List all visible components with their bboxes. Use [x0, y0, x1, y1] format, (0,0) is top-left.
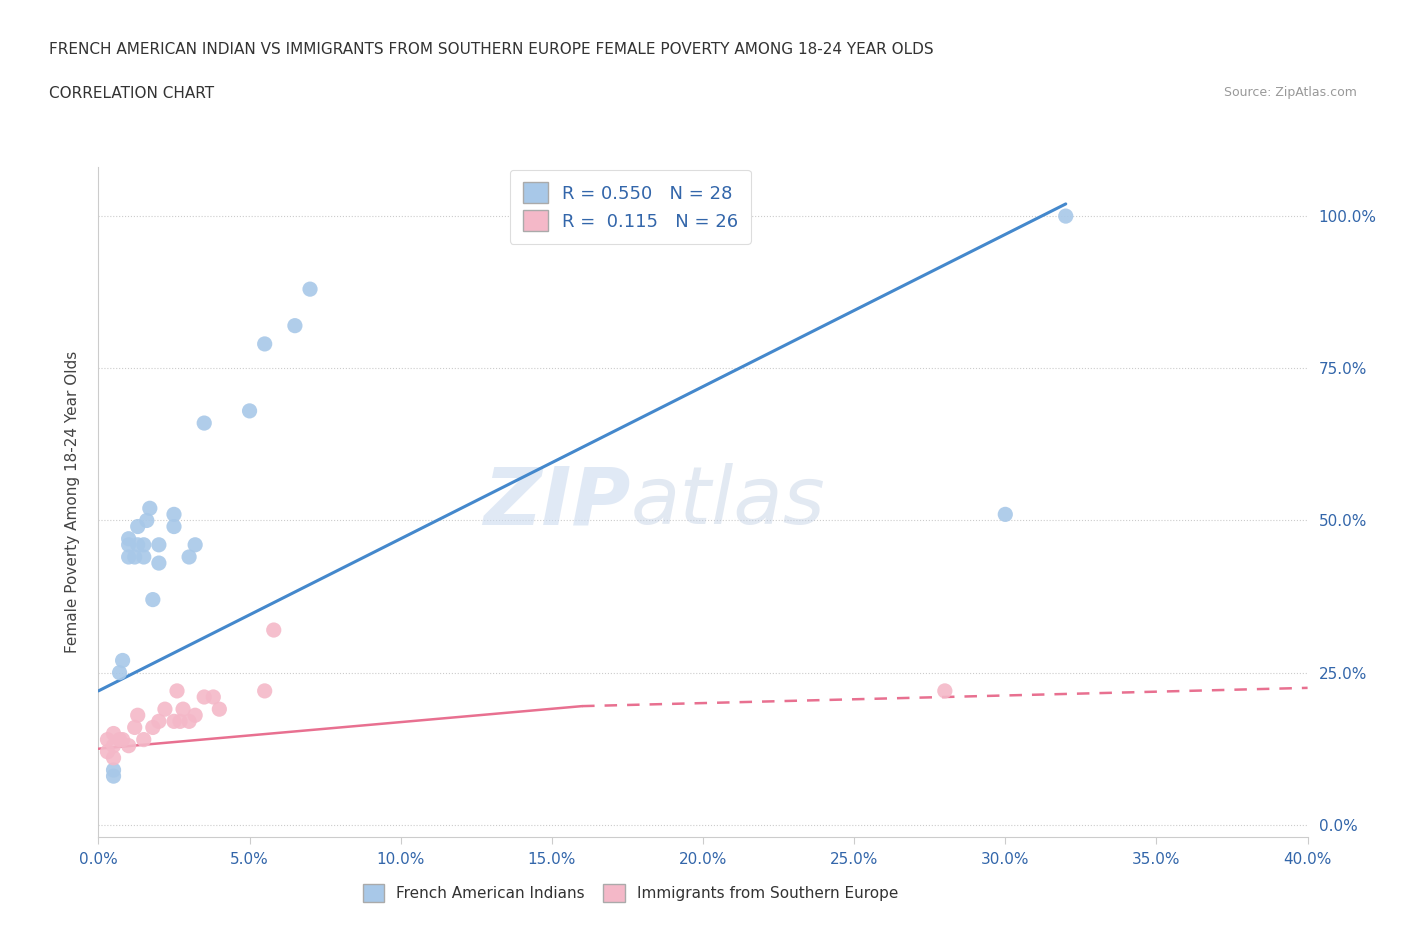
Point [169, 714, 191, 729]
Point [124, 550, 146, 565]
Point [253, 337, 276, 352]
Point [118, 738, 141, 753]
Point [111, 653, 134, 668]
Point [202, 689, 225, 704]
Point [153, 702, 176, 717]
Point [96, 732, 118, 747]
Point [208, 702, 231, 717]
Text: ZIP: ZIP [484, 463, 630, 541]
Point [132, 732, 155, 747]
Point [179, 550, 201, 565]
Point [239, 404, 262, 418]
Point [284, 318, 307, 333]
Point [118, 550, 141, 565]
Point [118, 538, 141, 552]
Point [103, 769, 125, 784]
Point [132, 538, 155, 552]
Point [111, 732, 134, 747]
Point [124, 720, 146, 735]
Point [253, 684, 276, 698]
Point [148, 714, 170, 729]
Text: atlas: atlas [630, 463, 825, 541]
Point [172, 702, 194, 717]
Legend: French American Indians, Immigrants from Southern Europe: French American Indians, Immigrants from… [356, 877, 905, 910]
Point [148, 538, 170, 552]
Point [103, 726, 125, 741]
Point [142, 592, 165, 607]
Point [163, 507, 186, 522]
Text: FRENCH AMERICAN INDIAN VS IMMIGRANTS FROM SOUTHERN EUROPE FEMALE POVERTY AMONG 1: FRENCH AMERICAN INDIAN VS IMMIGRANTS FRO… [49, 42, 934, 57]
Point [108, 732, 131, 747]
Point [103, 738, 125, 753]
Text: Source: ZipAtlas.com: Source: ZipAtlas.com [1223, 86, 1357, 99]
Point [166, 684, 188, 698]
Point [127, 519, 149, 534]
Point [163, 714, 186, 729]
Point [132, 550, 155, 565]
Point [193, 689, 215, 704]
Point [934, 684, 956, 698]
Point [103, 763, 125, 777]
Point [184, 538, 207, 552]
Text: CORRELATION CHART: CORRELATION CHART [49, 86, 214, 100]
Point [184, 708, 207, 723]
Point [139, 501, 162, 516]
Point [135, 513, 157, 528]
Point [118, 531, 141, 546]
Point [108, 665, 131, 680]
Point [142, 720, 165, 735]
Point [127, 538, 149, 552]
Point [994, 507, 1017, 522]
Point [96, 744, 118, 759]
Point [263, 622, 285, 637]
Point [148, 555, 170, 570]
Point [179, 714, 201, 729]
Point [1054, 208, 1077, 223]
Point [127, 708, 149, 723]
Y-axis label: Female Poverty Among 18-24 Year Olds: Female Poverty Among 18-24 Year Olds [65, 352, 80, 654]
Point [193, 416, 215, 431]
Point [163, 519, 186, 534]
Point [299, 282, 322, 297]
Point [103, 751, 125, 765]
